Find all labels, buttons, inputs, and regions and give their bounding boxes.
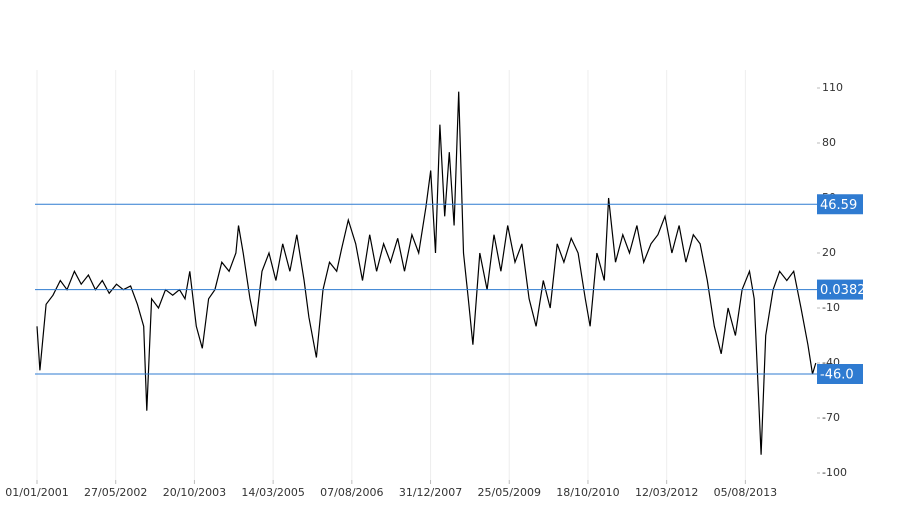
x-tick-label: 31/12/2007 <box>399 486 462 499</box>
reference-label: -46.0 <box>820 368 854 383</box>
y-tick-label: -70 <box>822 411 840 424</box>
x-tick-label: 01/01/2001 <box>5 486 68 499</box>
x-tick-label: 05/08/2013 <box>714 486 777 499</box>
x-tick-label: 12/03/2012 <box>635 486 698 499</box>
y-tick-label: -10 <box>822 301 840 314</box>
x-tick-label: 27/05/2002 <box>84 486 147 499</box>
data-line <box>36 91 817 455</box>
y-tick-label: -100 <box>822 466 847 479</box>
reference-label: 46.59 <box>820 198 857 213</box>
reference-label-box <box>817 279 863 300</box>
reference-label-box <box>817 194 863 215</box>
x-tick-label: 07/08/2006 <box>320 486 383 499</box>
x-tick-label: 14/03/2005 <box>241 486 304 499</box>
x-tick-label: 25/05/2009 <box>478 486 541 499</box>
y-tick-label: 110 <box>822 81 843 94</box>
x-tick-label: 18/10/2010 <box>556 486 619 499</box>
x-tick-label: 20/10/2003 <box>163 486 226 499</box>
reference-label-box <box>817 364 863 384</box>
reference-label: 0.0382 <box>820 283 866 298</box>
y-tick-label: 20 <box>822 246 836 259</box>
y-tick-label: 80 <box>822 136 836 149</box>
